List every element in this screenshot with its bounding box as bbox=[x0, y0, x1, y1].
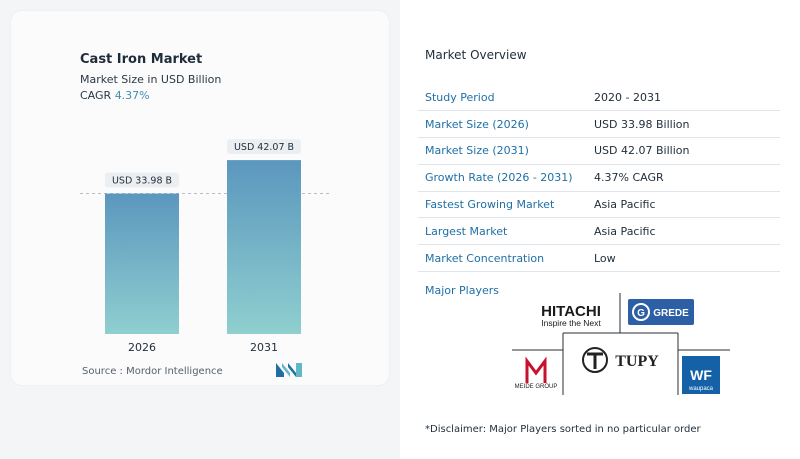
bar-2031 bbox=[227, 160, 301, 334]
overview-value: Asia Pacific bbox=[588, 191, 780, 219]
cagr-value: 4.37% bbox=[114, 89, 150, 102]
waupaca-wf-icon: WF bbox=[690, 367, 712, 383]
overview-row: Market Size (2026) USD 33.98 Billion bbox=[418, 110, 780, 139]
overview-value: Low bbox=[588, 244, 780, 273]
chart-title: Cast Iron Market bbox=[80, 52, 203, 67]
tupy-t-icon bbox=[587, 352, 603, 369]
overview-key: Market Concentration bbox=[418, 244, 588, 273]
hitachi-logo-text: HITACHI bbox=[541, 303, 601, 320]
meide-m-icon bbox=[525, 356, 547, 383]
bar-2026 bbox=[105, 193, 179, 334]
overview-row: Market Size (2031) USD 42.07 Billion bbox=[418, 137, 780, 165]
grede-logo-text: GREDE bbox=[653, 308, 689, 319]
overview-key: Study Period bbox=[418, 84, 588, 112]
major-players-title: Major Players bbox=[425, 284, 499, 297]
overview-value: Asia Pacific bbox=[588, 217, 780, 246]
source-text: Source : Mordor Intelligence bbox=[82, 366, 223, 377]
value-label: USD 33.98 B bbox=[112, 176, 172, 187]
bar-chart: USD 33.98 B 2026 USD 42.07 B 2031 bbox=[80, 139, 330, 354]
tupy-logo-text: TUPY bbox=[615, 353, 659, 370]
overview-row: Market Concentration Low bbox=[418, 244, 780, 273]
overview-row: Study Period 2020 - 2031 bbox=[418, 84, 780, 112]
overview-value: USD 33.98 Billion bbox=[588, 110, 780, 139]
meide-logo: MEIDE GROUP bbox=[515, 356, 558, 390]
grede-logo: G GREDE bbox=[628, 299, 694, 325]
value-label: USD 42.07 B bbox=[234, 142, 294, 153]
overview-row: Fastest Growing Market Asia Pacific bbox=[418, 191, 780, 219]
chart-card bbox=[10, 10, 390, 386]
x-tick-label: 2031 bbox=[250, 341, 278, 354]
overview-key: Fastest Growing Market bbox=[418, 191, 588, 219]
overview-key: Market Size (2026) bbox=[418, 110, 588, 139]
hitachi-tagline: Inspire the Next bbox=[541, 318, 601, 328]
value-label-bg bbox=[105, 172, 179, 188]
mordor-intelligence-logo-icon bbox=[276, 363, 302, 377]
value-label-bg bbox=[227, 139, 301, 155]
overview-value: 2020 - 2031 bbox=[588, 84, 780, 112]
waupaca-logo: WF waupaca bbox=[682, 356, 720, 394]
x-tick-label: 2026 bbox=[128, 341, 156, 354]
tupy-logo: TUPY bbox=[582, 347, 659, 373]
hitachi-logo: HITACHI Inspire the Next bbox=[541, 303, 601, 328]
overview-title: Market Overview bbox=[425, 48, 527, 62]
meide-logo-text: MEIDE GROUP bbox=[515, 384, 558, 390]
cagr-label: CAGR bbox=[80, 89, 112, 102]
cagr-line: CAGR 4.37% bbox=[80, 89, 150, 102]
overview-value: USD 42.07 Billion bbox=[588, 137, 780, 165]
disclaimer: *Disclaimer: Major Players sorted in no … bbox=[425, 424, 701, 435]
overview-key: Largest Market bbox=[418, 217, 588, 246]
chart-subtitle: Market Size in USD Billion bbox=[80, 73, 222, 86]
grede-g-icon: G bbox=[637, 308, 645, 319]
waupaca-logo-text: waupaca bbox=[688, 386, 714, 392]
overview-table: Study Period 2020 - 2031 Market Size (2026… bbox=[418, 84, 780, 273]
overview-row: Largest Market Asia Pacific bbox=[418, 217, 780, 246]
overview-value: 4.37% CAGR bbox=[588, 164, 780, 192]
overview-key: Growth Rate (2026 - 2031) bbox=[418, 164, 588, 192]
overview-key: Market Size (2031) bbox=[418, 137, 588, 165]
overview-row: Growth Rate (2026 - 2031) 4.37% CAGR bbox=[418, 164, 780, 192]
